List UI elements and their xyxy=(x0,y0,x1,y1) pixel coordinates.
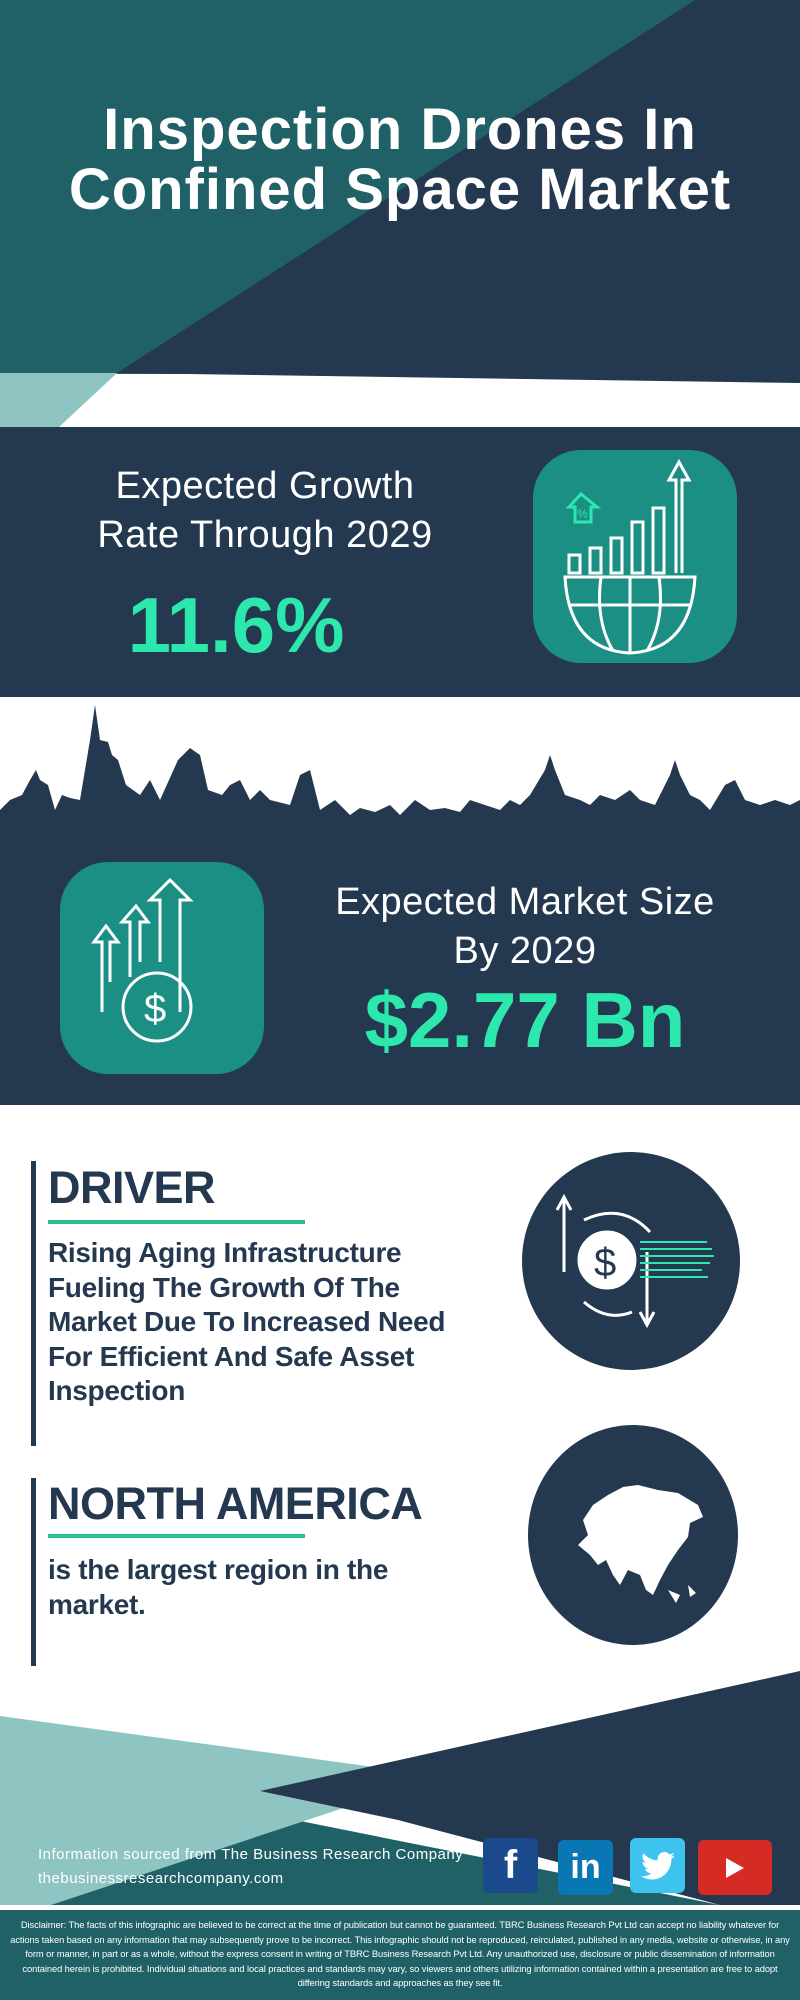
region-icon-circle xyxy=(528,1425,738,1645)
market-value: $2.77 Bn xyxy=(364,976,686,1064)
driver-accent-bar xyxy=(31,1161,36,1446)
world-map-icon xyxy=(578,1485,703,1603)
website-link[interactable]: thebusinessresearchcompany.com xyxy=(38,1870,284,1887)
title-line-2: Confined Space Market xyxy=(68,157,732,222)
region-heading: NORTH AMERICA xyxy=(48,1478,423,1529)
growth-label: Expected Growth Rate Through 2029 xyxy=(65,462,465,560)
disclaimer-text: Disclaimer: The facts of this infographi… xyxy=(0,1910,800,2000)
footer-background xyxy=(0,1671,800,1911)
money-growth-arrows-icon: $ xyxy=(91,877,194,1043)
growth-chart-globe-icon: % xyxy=(563,458,697,655)
title-line-1: Inspection Drones In xyxy=(103,97,697,162)
region-text: is the largest region in the market. xyxy=(48,1554,389,1620)
linkedin-icon[interactable]: in xyxy=(558,1840,613,1895)
svg-text:$: $ xyxy=(144,987,166,1031)
market-label: Expected Market Size By 2029 xyxy=(300,878,750,976)
driver-heading: DRIVER xyxy=(48,1162,216,1213)
driver-text: Rising Aging Infrastructure Fueling The … xyxy=(48,1237,446,1406)
market-icon-box: $ xyxy=(60,862,264,1074)
svg-text:%: % xyxy=(577,507,588,521)
header-background xyxy=(0,0,800,430)
driver-icon-circle: $ xyxy=(522,1152,740,1370)
source-text: Information sourced from The Business Re… xyxy=(38,1846,464,1863)
driver-underline xyxy=(48,1220,305,1224)
region-underline xyxy=(48,1534,305,1538)
dollar-exchange-icon: $ xyxy=(555,1193,714,1329)
market-label-line-2: By 2029 xyxy=(453,930,597,972)
growth-label-line-1: Expected Growth xyxy=(115,465,415,507)
growth-value: 11.6% xyxy=(127,581,345,669)
facebook-icon[interactable]: f xyxy=(483,1838,538,1893)
region-accent-bar xyxy=(31,1478,36,1666)
city-skyline xyxy=(0,705,800,852)
svg-text:$: $ xyxy=(594,1241,616,1285)
page-title: Inspection Drones In Confined Space Mark… xyxy=(0,100,800,220)
youtube-icon[interactable] xyxy=(698,1840,772,1895)
growth-label-line-2: Rate Through 2029 xyxy=(97,514,433,556)
market-label-line-1: Expected Market Size xyxy=(335,881,715,923)
growth-icon-box: % xyxy=(533,450,737,663)
twitter-icon[interactable] xyxy=(630,1838,685,1893)
